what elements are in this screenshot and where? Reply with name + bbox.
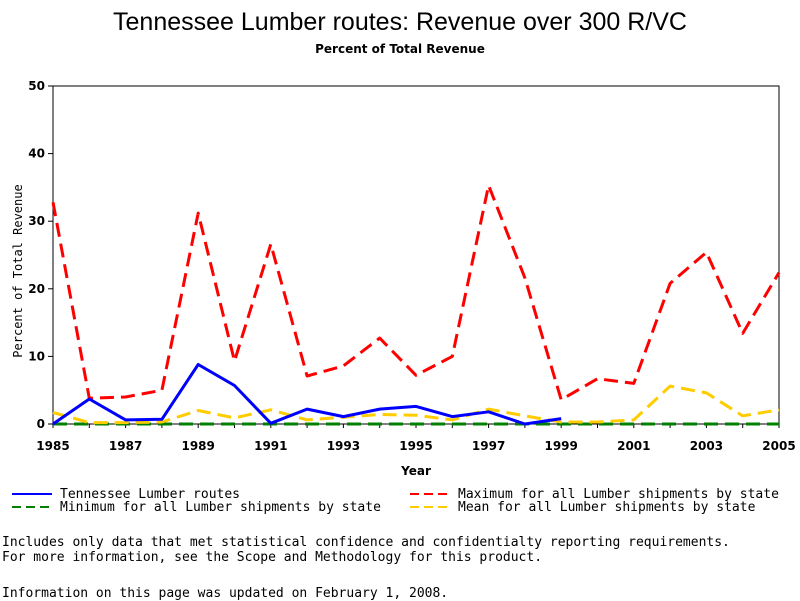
x-tick-label: 1991 xyxy=(254,439,287,453)
series-line-tennessee-lumber-routes xyxy=(52,363,562,426)
x-tick-label: 1987 xyxy=(109,439,142,453)
x-tick-label: 1999 xyxy=(544,439,577,453)
x-axis-label: Year xyxy=(400,464,431,478)
chart-title: Tennessee Lumber routes: Revenue over 30… xyxy=(113,8,687,36)
footnotes: Includes only data that met statistical … xyxy=(2,535,792,565)
update-notice: Information on this page was updated on … xyxy=(2,586,449,601)
footnote-methodology: For more information, see the Scope and … xyxy=(2,550,543,565)
x-tick-label: 1993 xyxy=(327,439,360,453)
x-tick-label: 2001 xyxy=(617,439,650,453)
footnote-confidentiality: Includes only data that met statistical … xyxy=(2,535,730,550)
y-tick-label: 10 xyxy=(28,349,45,363)
x-tick-label: 2003 xyxy=(690,439,723,453)
y-tick-label: 40 xyxy=(28,147,45,161)
x-tick-label: 2005 xyxy=(762,439,795,453)
y-tick-label: 20 xyxy=(28,282,45,296)
legend-label-mean: Mean for all Lumber shipments by state xyxy=(458,500,756,515)
axes: 0 10 20 30 40 50 1985 1987 1989 1991 1993 1995 1997 1… xyxy=(28,79,795,453)
legend: Tennessee Lumber routes Maximum for all L… xyxy=(12,487,779,515)
legend-label-maximum: Maximum for all Lumber shipments by stat… xyxy=(458,487,779,502)
x-tick-label: 1989 xyxy=(181,439,214,453)
x-tick-label: 1995 xyxy=(399,439,432,453)
x-tick-label: 1985 xyxy=(36,439,69,453)
series-lines xyxy=(51,183,781,426)
legend-label-tennessee-lumber-routes: Tennessee Lumber routes xyxy=(60,487,240,502)
series-line-maximum xyxy=(51,183,781,402)
y-tick-label: 0 xyxy=(37,417,45,431)
series-line-mean xyxy=(52,384,780,425)
chart: Tennessee Lumber routes: Revenue over 30… xyxy=(11,8,796,515)
legend-label-minimum: Minimum for all Lumber shipments by stat… xyxy=(60,500,381,515)
y-tick-label: 30 xyxy=(28,214,45,228)
y-axis-label: Percent of Total Revenue xyxy=(11,184,25,357)
chart-subtitle: Percent of Total Revenue xyxy=(315,42,485,56)
y-tick-label: 50 xyxy=(28,79,45,93)
x-tick-label: 1997 xyxy=(472,439,505,453)
